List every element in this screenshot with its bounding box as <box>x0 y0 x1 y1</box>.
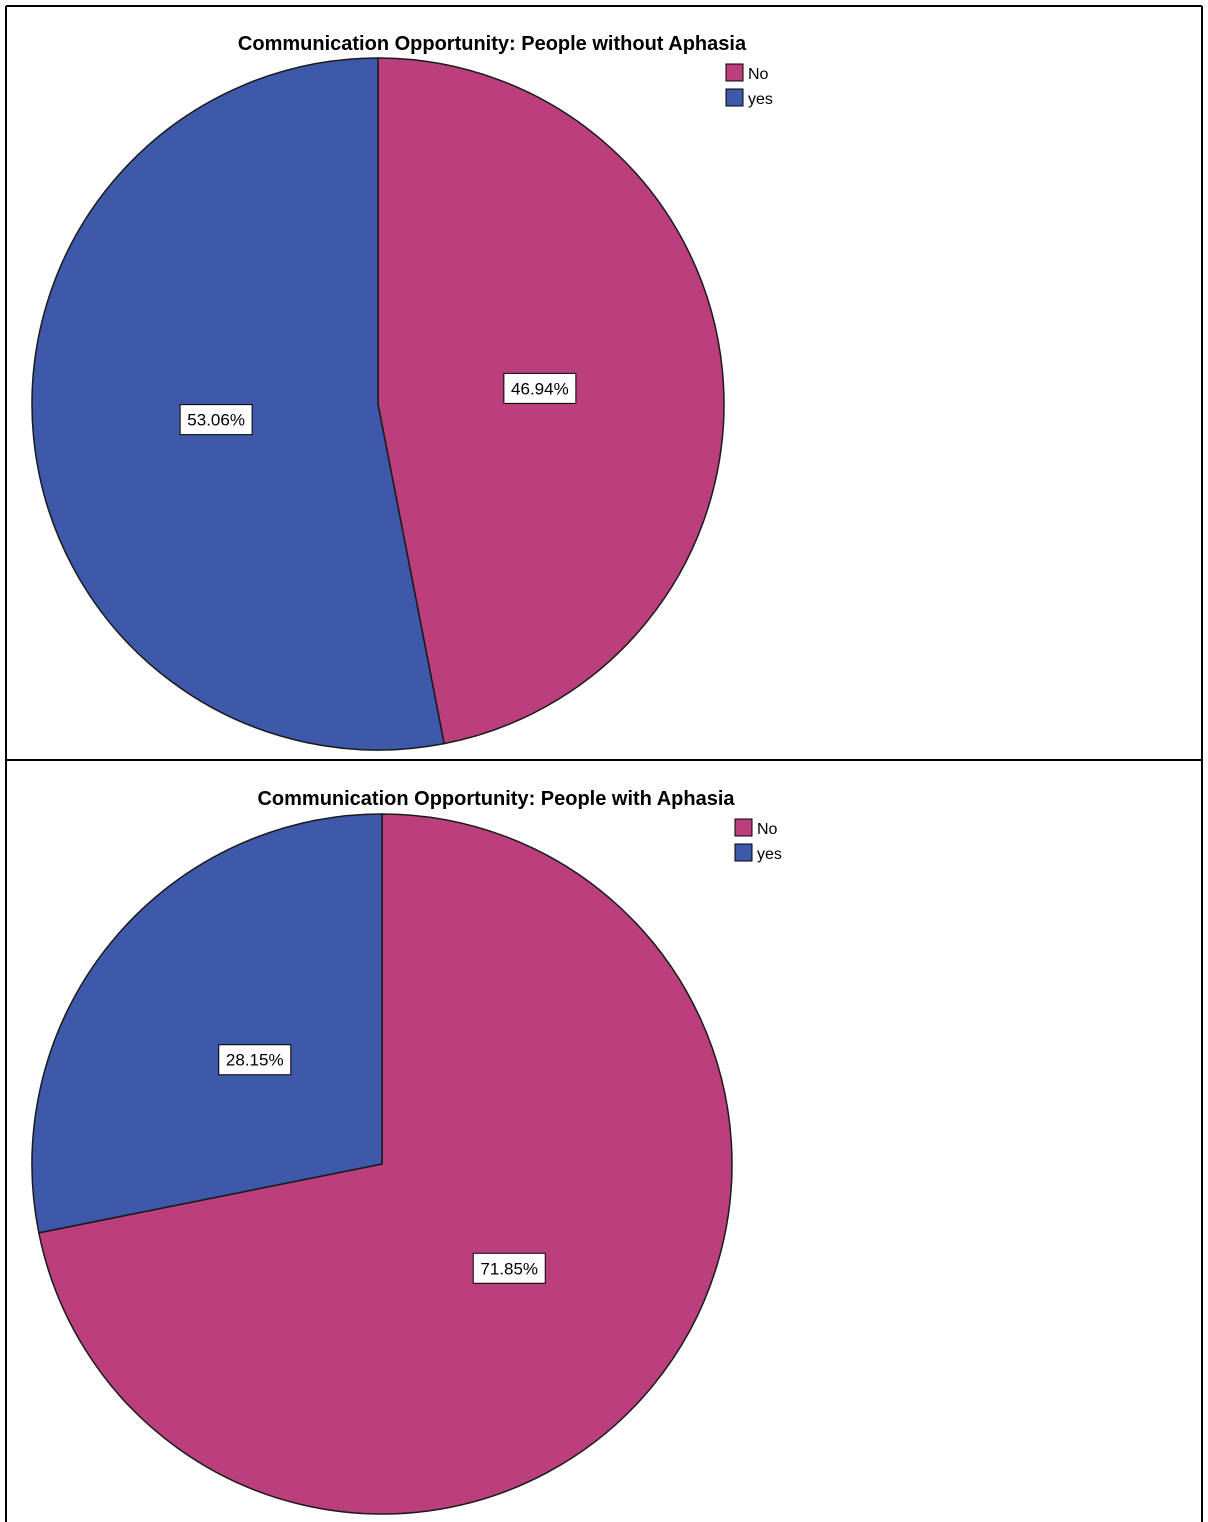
pie-chart-with-aphasia: Communication Opportunity: People with A… <box>31 788 782 1515</box>
slice-label-text: 53.06% <box>187 411 245 430</box>
slice-label-box <box>218 1044 292 1076</box>
legend: No yes <box>734 818 782 863</box>
pie-chart-without-aphasia: Communication Opportunity: People withou… <box>31 33 773 751</box>
legend: No yes <box>725 63 773 108</box>
pie-slice-no <box>37 813 733 1515</box>
slice-labels: 46.94% 53.06% <box>179 372 577 436</box>
slice-label-text: 46.94% <box>511 379 569 398</box>
legend-label-no: No <box>757 821 778 838</box>
legend-label-yes: yes <box>757 846 782 863</box>
slice-label-box <box>472 1252 546 1284</box>
slice-label-no: 46.94% <box>503 372 577 404</box>
slice-label-text: 28.15% <box>226 1051 284 1070</box>
pie-slices <box>31 813 733 1515</box>
slice-labels: 71.85% 28.15% <box>218 1044 546 1284</box>
legend-swatch-yes <box>734 843 753 862</box>
pie-slice-yes <box>31 57 445 751</box>
pie-slices <box>31 57 725 751</box>
slice-label-no: 71.85% <box>472 1252 546 1284</box>
legend-label-yes: yes <box>748 91 773 108</box>
chart-title: Communication Opportunity: People with A… <box>257 788 735 810</box>
legend-swatch-no <box>725 63 744 82</box>
legend-swatch-no <box>734 818 753 837</box>
slice-label-box <box>503 372 577 404</box>
slice-label-box <box>179 404 253 436</box>
slice-label-text: 71.85% <box>480 1259 538 1278</box>
legend-label-no: No <box>748 66 769 83</box>
legend-swatch-yes <box>725 88 744 107</box>
chart-title: Communication Opportunity: People withou… <box>238 33 747 55</box>
pie-slice-yes <box>31 813 383 1234</box>
slice-label-yes: 53.06% <box>179 404 253 436</box>
slice-label-yes: 28.15% <box>218 1044 292 1076</box>
